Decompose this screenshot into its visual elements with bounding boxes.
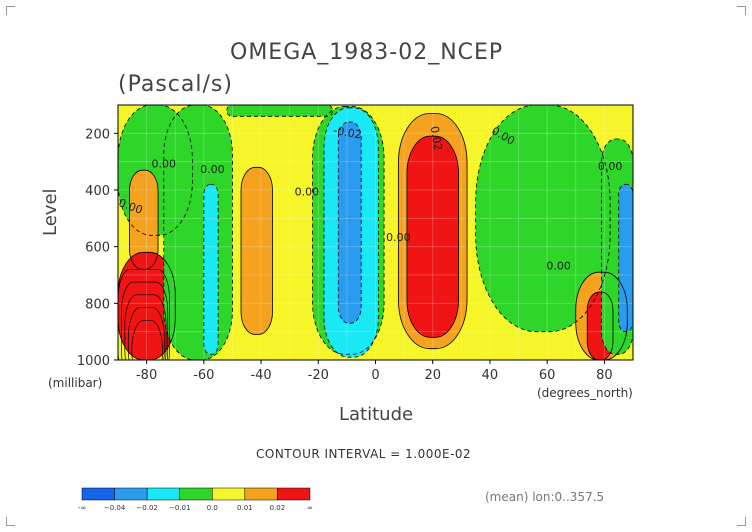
colorbar-label: ∞ xyxy=(307,504,313,512)
colorbar-swatch xyxy=(179,487,213,501)
x-tick-label: -60 xyxy=(193,368,214,383)
chart-units: (Pascal/s) xyxy=(118,72,233,97)
contour-line-green-north-pole xyxy=(601,138,633,355)
contour-line-dense xyxy=(127,307,165,360)
contour-line-green-south-band xyxy=(163,105,233,360)
colorbar-label: −0.02 xyxy=(136,504,157,512)
contour-label: 0.00 xyxy=(152,157,177,170)
region-orange-midlat xyxy=(241,167,273,335)
averaging-note: (mean) lon:0..357.5 xyxy=(485,490,605,504)
colorbar-label: 0.01 xyxy=(237,504,253,512)
x-axis-label: Latitude xyxy=(339,404,414,425)
x-tick-label: 20 xyxy=(424,368,441,383)
x-tick-label: -80 xyxy=(136,368,157,383)
contour-label: 0.02 xyxy=(428,125,445,151)
region-red-south-surface xyxy=(118,252,176,360)
y-axis-unit: (millibar) xyxy=(48,376,103,390)
contour-line-green-tropics-south xyxy=(312,106,385,355)
contour-line-orange-midlat xyxy=(240,166,273,335)
contour-label: 0.00 xyxy=(546,259,571,272)
colorbar-label: −0.04 xyxy=(104,504,126,512)
y-tick-label: 800 xyxy=(85,297,110,312)
x-tick-label: 80 xyxy=(596,368,613,383)
x-axis-unit: (degrees_north) xyxy=(537,386,633,400)
colorbar-swatch xyxy=(114,487,148,501)
colorbar-swatch xyxy=(146,487,180,501)
region-red-north-subtropics xyxy=(406,136,459,338)
region-cyan-south xyxy=(203,184,219,355)
contour-line-blue-north-pole xyxy=(618,183,633,333)
contour-line-orange-north-subtropics xyxy=(397,113,468,350)
y-tick-label: 1000 xyxy=(77,354,110,369)
y-axis-label: Level xyxy=(40,188,61,236)
contour-line-green-north-midlat xyxy=(475,105,611,333)
region-orange-south-mid xyxy=(129,170,159,270)
contour-label: 0.00 xyxy=(200,163,225,176)
contour-line-red-north-subtropics xyxy=(406,135,459,338)
plot-area xyxy=(118,105,633,360)
colorbar-swatch xyxy=(244,487,278,501)
chart-title: OMEGA_1983-02_NCEP xyxy=(230,40,504,65)
contour-label: -0.02 xyxy=(332,124,362,142)
region-green-north-midlat xyxy=(475,105,611,332)
crop-mark-top-right xyxy=(737,6,746,15)
x-tick-label: 60 xyxy=(539,368,556,383)
contour-line-blue-tropics xyxy=(337,121,362,324)
contour-line-cyan-south xyxy=(203,183,219,355)
crop-mark-bottom-right xyxy=(737,517,746,526)
y-axis: 200 400 600 800 1000 xyxy=(77,127,118,369)
colorbar-label: −0.01 xyxy=(169,504,190,512)
x-axis: -80 -60 -40 -20 0 20 40 60 80 xyxy=(136,360,613,383)
colorbar-swatch xyxy=(277,487,311,501)
y-tick-label: 200 xyxy=(85,127,110,142)
contour-interval-note: CONTOUR INTERVAL = 1.000E-02 xyxy=(256,447,472,461)
x-tick-label: -40 xyxy=(250,368,271,383)
colorbar-swatch xyxy=(81,487,115,501)
colorbar-label: -∞ xyxy=(78,504,86,512)
contour-line-dense xyxy=(124,294,167,360)
region-blue-north-pole xyxy=(618,184,633,332)
x-tick-label: -20 xyxy=(308,368,329,383)
x-tick-label: 0 xyxy=(371,368,379,383)
contour-line-dense xyxy=(121,281,169,360)
colorbar-label: 0.0 xyxy=(207,504,218,512)
contour-line-dense xyxy=(131,319,163,360)
contour-line-dense xyxy=(118,268,170,360)
region-green-upper-midlat xyxy=(226,105,333,117)
region-green-south-band xyxy=(163,105,233,360)
crop-mark-bottom-left xyxy=(6,517,15,526)
contour-label: 0.00 xyxy=(295,186,320,199)
colorbar: -∞ −0.04 −0.02 −0.01 0.0 0.01 0.02 ∞ xyxy=(78,487,313,512)
contour-line-red-north-high xyxy=(586,291,614,360)
contour-label: 0.00 xyxy=(386,231,411,244)
y-tick-label: 600 xyxy=(85,241,110,256)
crop-mark-top-left xyxy=(6,6,15,15)
colorbar-label: 0.02 xyxy=(270,504,286,512)
x-tick-label: 40 xyxy=(482,368,499,383)
contour-label: 0.00 xyxy=(598,160,623,173)
region-blue-tropics xyxy=(338,122,362,324)
y-tick-label: 400 xyxy=(85,184,110,199)
colorbar-swatch xyxy=(212,487,246,501)
contour-line-cyan-tropics xyxy=(323,107,379,358)
